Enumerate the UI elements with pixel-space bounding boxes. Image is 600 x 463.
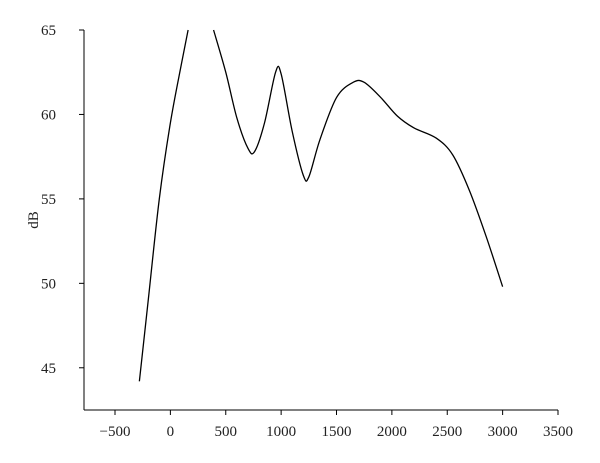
y-tick-label: 50: [41, 276, 56, 292]
line: [138, 29, 504, 382]
x-tick-label: 2500: [432, 424, 462, 440]
x-tick-label: 1000: [266, 424, 296, 440]
y-tick-label: 65: [41, 23, 56, 39]
y-axis-label: dB: [26, 211, 42, 229]
x-tick-label: 2000: [377, 424, 407, 440]
y-tick-label: 45: [41, 361, 56, 377]
x-tick-label: −500: [100, 424, 131, 440]
x-tick-label: 1500: [322, 424, 352, 440]
x-tick-label: 3500: [543, 424, 573, 440]
x-tick-label: 500: [215, 424, 238, 440]
x-tick-label: 3000: [488, 424, 518, 440]
y-tick-label: 55: [41, 192, 56, 208]
y-tick-label: 60: [41, 107, 56, 123]
x-tick-label: 0: [167, 424, 175, 440]
